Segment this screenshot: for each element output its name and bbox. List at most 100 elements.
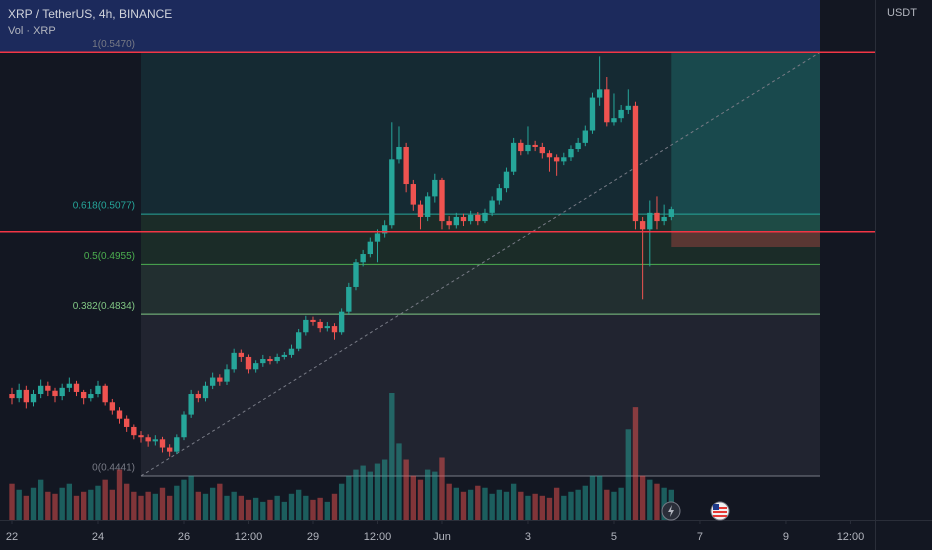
candle-body — [482, 212, 488, 222]
candle-body — [432, 179, 438, 197]
candle-body — [52, 390, 58, 397]
volume-bar — [439, 457, 445, 520]
volume-bar — [245, 499, 252, 520]
volume-bar — [374, 463, 381, 520]
volume-bar — [510, 483, 517, 520]
candle-body — [589, 97, 596, 131]
volume-bar — [453, 487, 459, 520]
volume-bar — [80, 491, 87, 520]
volume-bar — [532, 493, 538, 520]
candle-body — [88, 394, 94, 399]
volume-bar — [561, 495, 567, 520]
fib-label: 0.5(0.4955) — [84, 251, 135, 262]
volume-bar — [95, 485, 101, 520]
fib-zone — [140, 314, 820, 476]
volume-bar — [503, 491, 510, 520]
volume-bar — [496, 489, 502, 520]
candle-body — [217, 377, 223, 382]
fib-zone — [140, 52, 820, 215]
volume-bar — [324, 501, 331, 520]
volume-bar — [467, 489, 474, 520]
candle-body — [188, 394, 194, 415]
volume-bar — [23, 495, 30, 520]
candle-body — [109, 402, 116, 411]
candle-body — [274, 356, 280, 362]
candle-body — [260, 359, 266, 364]
volume-bar — [482, 487, 488, 520]
volume-bar — [338, 483, 345, 520]
volume-bar — [45, 491, 51, 520]
volume-bar — [417, 479, 424, 520]
volume-bar — [303, 495, 309, 520]
volume-bar — [424, 469, 431, 520]
candle-body — [618, 109, 624, 119]
volume-bar — [174, 485, 180, 520]
volume-bar — [166, 495, 173, 520]
x-tick-label: 22 — [6, 531, 18, 543]
candle-body — [310, 319, 316, 322]
x-tick-label: 12:00 — [235, 531, 263, 543]
fib-label: 0(0.4441) — [92, 463, 135, 474]
fib-zone — [140, 214, 820, 265]
candle-body — [460, 216, 467, 222]
volume-bar — [346, 475, 352, 520]
icon-stripe — [713, 507, 727, 509]
candle-body — [209, 377, 216, 386]
candle-body — [661, 216, 667, 222]
fib-label: 1(0.5470) — [92, 39, 135, 50]
volume-bar — [131, 491, 137, 520]
replay-icon[interactable] — [661, 501, 681, 521]
volume-bar — [16, 489, 22, 520]
volume-bar — [73, 495, 80, 520]
candle-body — [159, 439, 166, 448]
candle-body — [252, 363, 259, 370]
volume-bar — [446, 483, 452, 520]
candle-body — [224, 369, 230, 382]
icon-stripe — [713, 511, 727, 513]
candle-body — [152, 439, 159, 442]
candle-body — [611, 118, 617, 123]
volume-bar — [639, 475, 646, 520]
candle-body — [16, 389, 22, 399]
candle-body — [353, 262, 359, 287]
volume-bar — [525, 495, 531, 520]
highlight-zone — [0, 0, 820, 53]
flag-icon[interactable] — [710, 501, 730, 521]
candle-body — [338, 311, 345, 333]
currency[interactable]: USDT — [887, 7, 917, 19]
candle-body — [647, 212, 653, 230]
volume-bar — [475, 485, 481, 520]
candle-body — [625, 105, 631, 110]
candle-body — [403, 146, 409, 185]
x-tick-label: 5 — [611, 531, 617, 543]
volume-bar — [202, 493, 209, 520]
candle-body — [73, 383, 80, 392]
volume-bar — [618, 487, 624, 520]
candle-body — [596, 89, 603, 98]
x-tick-label: 24 — [92, 531, 104, 543]
candle-body — [553, 157, 560, 162]
volume-bar — [331, 493, 338, 520]
candle-body — [381, 225, 388, 234]
volume-bar — [209, 487, 216, 520]
candle-body — [145, 437, 151, 442]
candle-body — [654, 212, 660, 222]
candle-body — [195, 394, 202, 399]
volume-bar — [9, 483, 15, 520]
candle-body — [95, 385, 101, 395]
price-axis-bg — [876, 0, 932, 550]
candle-body — [546, 153, 553, 158]
candle-body — [59, 387, 65, 397]
candle-body — [446, 221, 452, 226]
candle-body — [66, 383, 73, 388]
candle-body — [525, 144, 531, 152]
volume-bar — [604, 489, 610, 520]
icon-canton — [713, 504, 719, 510]
volume-bar — [489, 493, 495, 520]
volume-bar — [518, 491, 524, 520]
candle-body — [575, 142, 581, 150]
volume-bar — [59, 487, 65, 520]
candle-body — [396, 146, 402, 160]
candle-body — [360, 254, 366, 263]
fib-label: 0.618(0.5077) — [73, 201, 135, 212]
